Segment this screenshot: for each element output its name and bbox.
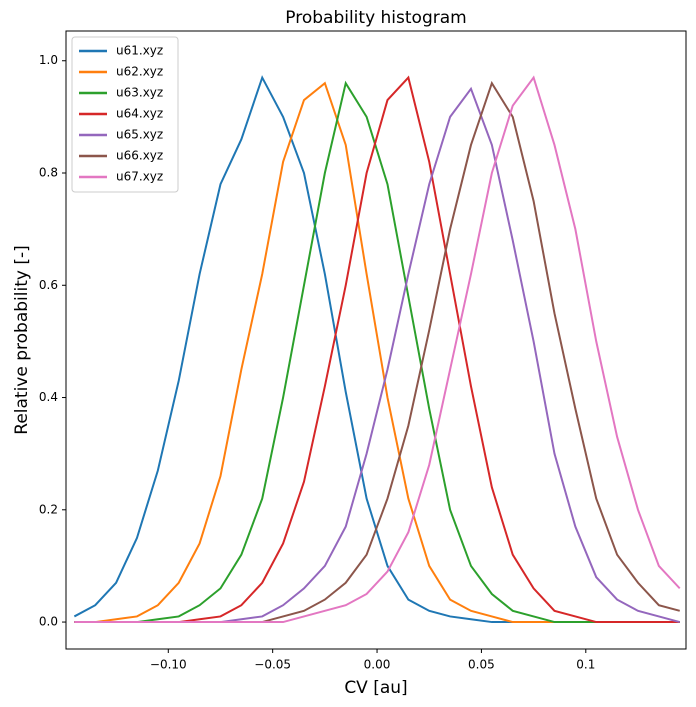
legend-label: u64.xyz	[116, 107, 163, 121]
axes-frame	[65, 30, 687, 650]
legend-label: u63.xyz	[116, 86, 163, 100]
legend-label: u65.xyz	[116, 128, 163, 142]
y-tick-label: 1.0	[39, 53, 58, 67]
y-tick-label: 0.4	[39, 390, 58, 404]
y-axis-label: Relative probability [-]	[12, 245, 32, 434]
x-tick-label: −0.05	[254, 658, 291, 672]
legend-label: u61.xyz	[116, 44, 163, 58]
legend-label: u66.xyz	[116, 149, 163, 163]
x-axis-label: CV [au]	[344, 678, 407, 698]
legend-box	[71, 36, 179, 193]
legend-label: u62.xyz	[116, 65, 163, 79]
x-tick-label: 0.00	[364, 658, 391, 672]
y-tick-label: 0.6	[39, 278, 58, 292]
legend-label: u67.xyz	[116, 170, 163, 184]
x-tick-label: 0.05	[468, 658, 495, 672]
chart-title: Probability histogram	[285, 8, 466, 28]
y-tick-label: 0.2	[39, 502, 58, 516]
x-tick-label: −0.10	[150, 658, 187, 672]
y-tick-label: 0.0	[39, 615, 58, 629]
x-tick-label: 0.1	[576, 658, 595, 672]
y-tick-label: 0.8	[39, 166, 58, 180]
series-line	[74, 80, 680, 624]
series-line	[74, 75, 681, 624]
